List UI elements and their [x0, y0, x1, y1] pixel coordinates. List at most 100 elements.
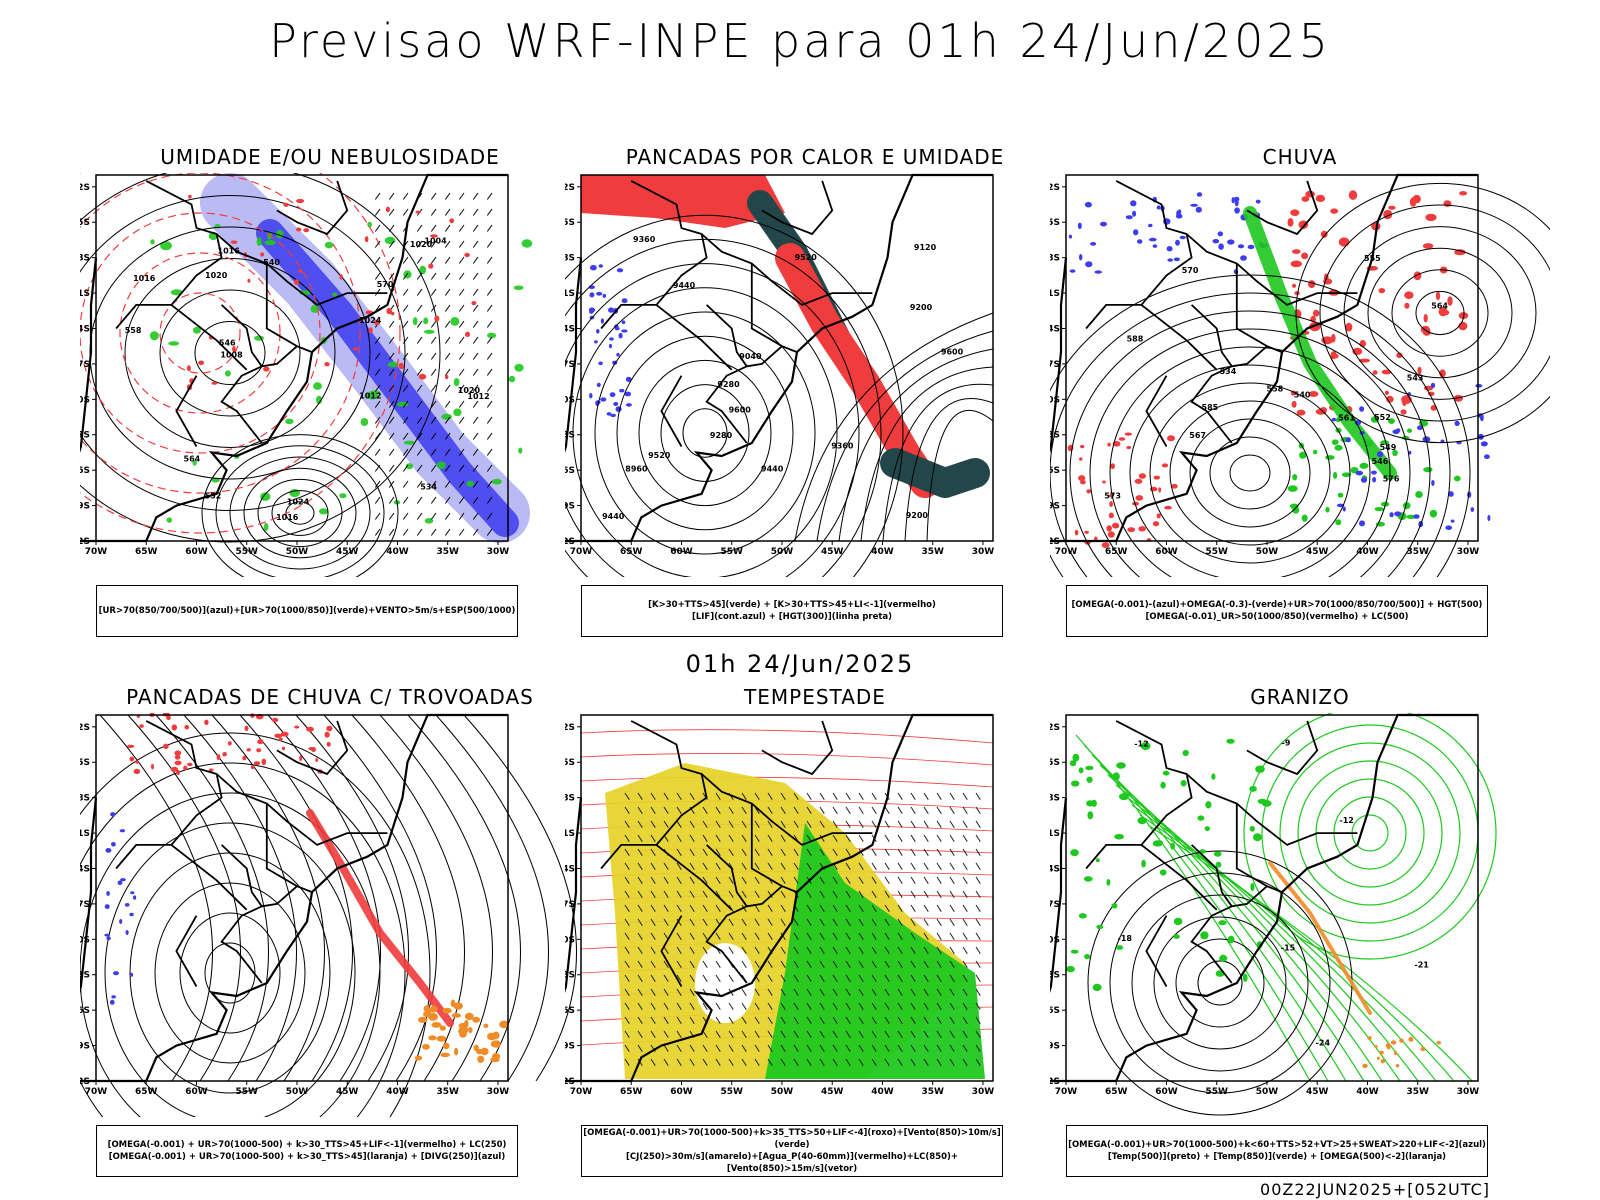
shade-cell: [609, 392, 616, 398]
shade-cell: [313, 382, 322, 390]
shade-cell: [483, 1023, 489, 1028]
shade-cell: [1448, 491, 1454, 497]
wind-arrow: [767, 988, 773, 996]
wind-arrow: [388, 416, 395, 424]
shade-cell: [1392, 449, 1398, 456]
wind-arrow: [949, 848, 955, 856]
lat-tick-label: 24S: [565, 864, 575, 874]
wind-arrow: [402, 448, 409, 456]
lat-tick-label: 12S: [1050, 183, 1060, 193]
shade-cell: [1335, 519, 1342, 526]
political-border: [1145, 375, 1168, 447]
shade-cell: [1249, 825, 1255, 832]
shade-cell: [1176, 210, 1180, 216]
wind-arrow: [374, 528, 381, 536]
lon-tick-label: 60W: [670, 1087, 693, 1097]
shade-cell: [1394, 511, 1402, 517]
wind-arrow: [832, 1016, 838, 1024]
wind-arrow: [430, 496, 437, 504]
panel-title: PANCADAS DE CHUVA C/ TROVOADAS: [126, 685, 534, 709]
political-border: [216, 773, 388, 846]
shade-cell: [439, 1025, 446, 1031]
shade-cell: [106, 891, 110, 896]
wind-arrow: [650, 1016, 656, 1024]
streamline: [239, 714, 353, 1082]
wind-arrow: [819, 988, 825, 996]
legend-line-1: [OMEGA(-0.001)+UR>70(1000-500)+k>35_TTS>…: [583, 1128, 1001, 1150]
shade-cell: [1301, 252, 1309, 260]
wind-arrow: [806, 1016, 812, 1024]
shade-cell: [306, 726, 314, 732]
shade-cell: [1127, 527, 1136, 533]
wind-arrow: [793, 918, 799, 926]
shade-cell: [1152, 840, 1163, 847]
shade-cell: [1234, 199, 1239, 207]
wind-arrow: [472, 256, 479, 264]
wind-arrow: [858, 988, 864, 996]
wind-arrow: [430, 416, 437, 424]
shade-cell: [1134, 478, 1143, 484]
wind-arrow: [884, 862, 890, 870]
contour-label: 9040: [739, 352, 762, 361]
shade-cell: [174, 760, 182, 766]
shade-cell: [1148, 223, 1153, 228]
contour-label: 552: [205, 492, 222, 501]
wind-arrow: [741, 848, 747, 856]
shade-cell: [129, 756, 135, 762]
wind-arrow: [858, 820, 864, 828]
wind-arrow: [650, 1030, 656, 1038]
wind-arrow: [728, 1002, 734, 1010]
contour-label: 9440: [673, 281, 696, 290]
lon-tick-label: 55W: [236, 1087, 259, 1097]
wind-arrow: [472, 192, 479, 200]
shade-cell: [1378, 1050, 1384, 1055]
shade-cell: [105, 848, 112, 853]
shade-cell: [442, 1007, 452, 1014]
shade-cell: [1422, 243, 1434, 249]
shade-cell: [1436, 1041, 1441, 1045]
wind-arrow: [910, 988, 916, 996]
shade-cell: [1213, 851, 1222, 857]
shade-cell: [625, 403, 632, 407]
shade-cell: [590, 264, 597, 271]
lon-tick-label: 35W: [921, 1087, 944, 1097]
shade-cell: [247, 278, 251, 283]
lon-tick-label: 40W: [871, 547, 894, 557]
shade-cell: [625, 376, 632, 382]
shade-cell: [271, 717, 279, 723]
shade-cell: [419, 265, 427, 275]
wind-arrow: [819, 1058, 825, 1066]
wind-arrow: [702, 848, 708, 856]
wind-arrow: [689, 904, 695, 912]
contour-label: 540: [1294, 390, 1311, 399]
wind-arrow: [806, 806, 812, 814]
lon-tick-label: 65W: [620, 547, 643, 557]
legend-line-2: [OMEGA(-0.01)_UR>50(1000/850)(vermelho) …: [1145, 612, 1409, 622]
lon-tick-label: 55W: [1206, 547, 1229, 557]
wind-arrow: [663, 1030, 669, 1038]
wind-arrow: [430, 208, 437, 216]
wind-arrow: [416, 240, 423, 248]
contour-line: [1209, 436, 1291, 510]
wind-arrow: [871, 946, 877, 954]
political-border: [1246, 720, 1319, 776]
wind-arrow: [624, 988, 630, 996]
lon-tick-label: 30W: [972, 547, 995, 557]
wind-arrow: [715, 974, 721, 982]
contour-label: 9200: [910, 303, 933, 312]
shade-cell: [166, 715, 171, 721]
wind-arrow: [845, 1002, 851, 1010]
wind-arrow: [676, 988, 682, 996]
wind-arrow: [962, 862, 968, 870]
contour-line: [154, 882, 306, 1064]
wind-arrow: [767, 960, 773, 968]
panel-trovoadas: PANCADAS DE CHUVA C/ TROVOADAS 12S15S18S…: [80, 685, 580, 1177]
wind-arrow: [975, 792, 981, 800]
wind-arrow: [430, 256, 437, 264]
shade-cell: [319, 508, 329, 515]
wind-arrow: [793, 988, 799, 996]
shade-cell: [613, 402, 619, 406]
wind-arrow: [702, 834, 708, 842]
shade-cell: [246, 748, 251, 752]
shade-cell: [1135, 495, 1144, 501]
